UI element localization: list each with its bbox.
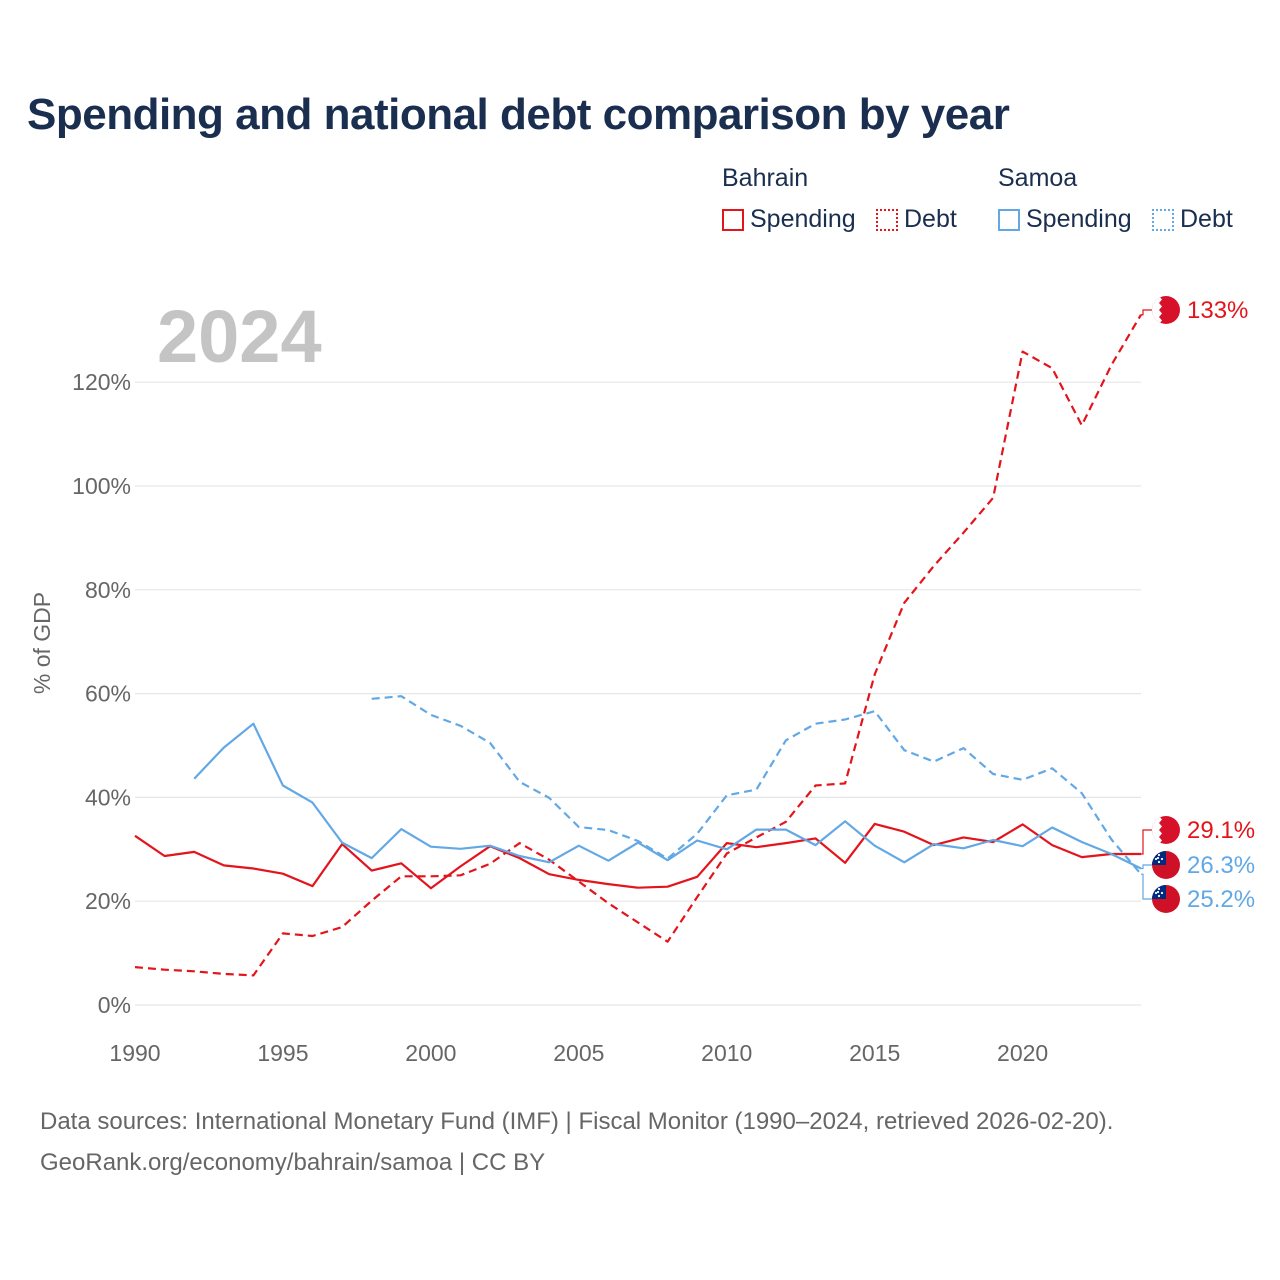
legend-samoa-debt[interactable]: Debt <box>1152 205 1233 234</box>
legend-samoa-spending[interactable]: Spending <box>998 205 1132 234</box>
label-connector <box>1141 309 1152 316</box>
series-line <box>134 822 1141 890</box>
footer-url[interactable]: GeoRank.org/economy/bahrain/samoa | CC B… <box>40 1149 546 1176</box>
legend-bahrain-debt[interactable]: Debt <box>876 205 957 234</box>
year-badge: 2024 <box>157 295 322 378</box>
y-tick-label: 20% <box>85 888 131 914</box>
x-tick-label: 2000 <box>405 1040 456 1066</box>
y-tick-label: 80% <box>85 577 131 603</box>
x-tick-label: 2015 <box>849 1040 900 1066</box>
legend-label: Spending <box>1026 205 1132 233</box>
samoa-flag-icon <box>1152 851 1180 879</box>
label-connector <box>1141 873 1152 900</box>
x-tick-label: 2005 <box>553 1040 604 1066</box>
y-tick-label: 60% <box>85 681 131 707</box>
grid <box>135 381 1141 1006</box>
chart-title: Spending and national debt comparison by… <box>27 90 1010 139</box>
legend-swatch-solid-icon <box>722 208 744 231</box>
end-value-label: 25.2% <box>1187 886 1255 913</box>
bahrain-flag-icon <box>1152 816 1180 844</box>
y-tick-label: 100% <box>72 473 131 499</box>
end-value-label: 133% <box>1187 297 1248 324</box>
y-tick-label: 40% <box>85 784 131 810</box>
series-line <box>371 695 1142 875</box>
x-tick-label: 2010 <box>701 1040 752 1066</box>
legend-swatch-dotted-icon <box>876 208 898 231</box>
end-value-label: 26.3% <box>1187 852 1255 879</box>
legend-label: Debt <box>904 205 957 233</box>
legend-swatch-solid-icon <box>998 208 1020 231</box>
samoa-flag-icon <box>1152 885 1180 913</box>
legend-country-samoa: Samoa <box>998 164 1078 192</box>
footer-sources: Data sources: International Monetary Fun… <box>40 1108 1114 1135</box>
y-axis-label: % of GDP <box>29 592 55 694</box>
label-connector <box>1141 829 1152 855</box>
x-tick-labels: 1990 1995 2000 2005 2010 2015 2020 <box>109 1040 1048 1066</box>
series-line <box>193 722 1142 870</box>
y-tick-label: 120% <box>72 369 131 395</box>
x-tick-label: 2020 <box>997 1040 1048 1066</box>
bahrain-flag-icon <box>1152 296 1180 324</box>
series-lines <box>134 314 1142 977</box>
series-line <box>134 314 1142 977</box>
legend-bahrain-spending[interactable]: Spending <box>722 205 856 234</box>
legend-country-bahrain: Bahrain <box>722 164 809 192</box>
line-chart: 2024 % of GDP 0% 20% 40% 60% 80% 100% 120% 199… <box>29 295 1255 1066</box>
x-tick-label: 1990 <box>109 1040 160 1066</box>
legend-label: Debt <box>1180 205 1233 233</box>
end-value-label: 29.1% <box>1187 817 1255 844</box>
y-tick-label: 0% <box>98 992 131 1018</box>
end-labels: 133% 29.1% 25.2% 26.3% <box>1141 296 1255 913</box>
legend-swatch-dotted-icon <box>1152 208 1174 231</box>
label-connector <box>1141 864 1152 870</box>
y-tick-labels: 0% 20% 40% 60% 80% 100% 120% <box>72 369 131 1018</box>
x-tick-label: 1995 <box>257 1040 308 1066</box>
legend-label: Spending <box>750 205 856 233</box>
